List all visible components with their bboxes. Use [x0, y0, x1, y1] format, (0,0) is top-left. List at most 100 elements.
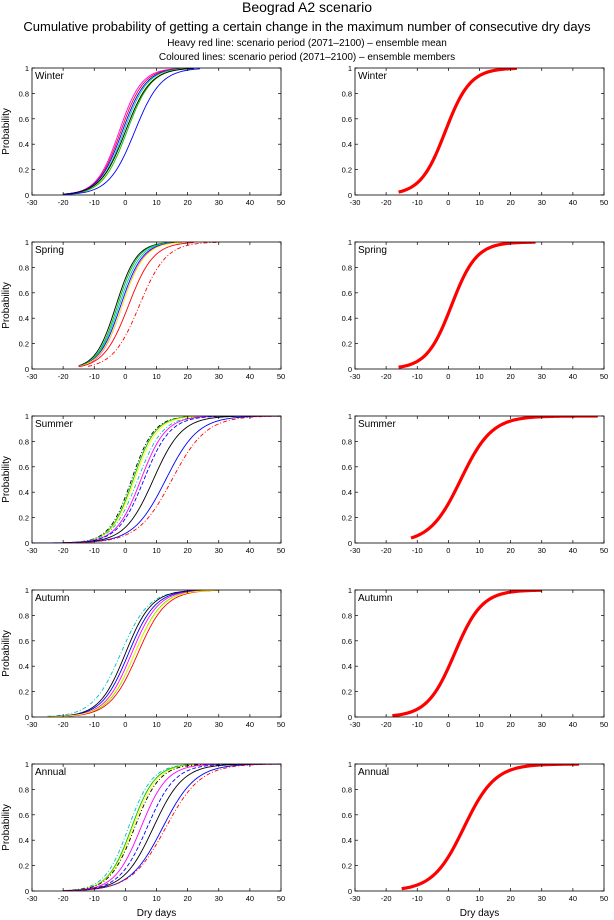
x-tick-label: 10 — [152, 894, 160, 903]
y-tick-label: 0.6 — [19, 115, 29, 124]
annual-member-line-5 — [63, 764, 257, 891]
y-tick-label: 0.6 — [342, 115, 352, 124]
chart-subtitle: Cumulative probability of getting a cert… — [23, 19, 591, 34]
y-tick-label: 0.4 — [19, 314, 29, 323]
season-label: Autumn — [35, 593, 69, 604]
x-tick-label: -30 — [350, 198, 361, 207]
y-tick-label: 0.8 — [19, 437, 29, 446]
y-tick-label: 1 — [348, 586, 352, 595]
x-tick-label: 40 — [246, 894, 254, 903]
x-tick-label: -30 — [350, 546, 361, 555]
winter-ensemble-mean-line — [398, 68, 517, 194]
y-tick-label: 0.2 — [19, 166, 29, 175]
y-tick-label: 1 — [348, 412, 352, 421]
y-tick-label: 0.2 — [342, 862, 352, 871]
x-tick-label: -30 — [27, 546, 38, 555]
y-tick-label: 0.6 — [342, 289, 352, 298]
y-tick-label: 0 — [348, 539, 352, 548]
autumn-ensemble-mean-line — [392, 590, 542, 717]
x-tick-label: 30 — [538, 546, 546, 555]
annual-member-line-1 — [63, 764, 250, 891]
spring-member-line-6 — [78, 242, 182, 367]
x-tick-label: 50 — [277, 894, 285, 903]
plot-frame — [354, 67, 605, 196]
summer-member-line-5 — [63, 416, 225, 543]
spring-member-line-3 — [78, 242, 182, 367]
y-tick-label: 0 — [25, 365, 29, 374]
x-tick-label: -10 — [412, 720, 423, 729]
x-tick-label: 30 — [538, 720, 546, 729]
x-tick-label: 20 — [506, 546, 514, 555]
legend-line-members: Coloured lines: scenario period (2071–21… — [158, 52, 456, 63]
x-tick-label: -30 — [27, 198, 38, 207]
x-tick-label: -20 — [381, 720, 392, 729]
x-tick-label: 40 — [569, 894, 577, 903]
winter-member-line-3 — [63, 68, 194, 195]
y-tick-label: 0.4 — [342, 314, 352, 323]
y-tick-label: 0.4 — [342, 140, 352, 149]
y-tick-label: 0.8 — [19, 263, 29, 272]
x-tick-label: 0 — [123, 372, 127, 381]
y-tick-label: 1 — [25, 64, 29, 73]
x-tick-label: 30 — [538, 372, 546, 381]
x-tick-label: 10 — [152, 720, 160, 729]
y-tick-label: 0.8 — [342, 611, 352, 620]
summer-member-line-7 — [63, 416, 250, 543]
y-tick-label: 0.6 — [342, 463, 352, 472]
y-axis-label: Probability — [1, 108, 12, 155]
spring-member-line-2 — [78, 242, 182, 367]
x-tick-label: 10 — [475, 372, 483, 381]
y-axis-label: Probability — [1, 630, 12, 677]
x-tick-label: -10 — [412, 894, 423, 903]
annual-member-line-7 — [63, 764, 275, 891]
chart-title: Beograd A2 scenario — [242, 0, 372, 15]
x-tick-label: 20 — [506, 372, 514, 381]
x-tick-label: -30 — [350, 372, 361, 381]
y-tick-label: 0.8 — [19, 89, 29, 98]
summer-ensemble-mean-line — [410, 416, 598, 540]
x-tick-label: 40 — [246, 720, 254, 729]
x-tick-label: -10 — [89, 720, 100, 729]
x-tick-label: 50 — [277, 720, 285, 729]
x-tick-label: -10 — [412, 546, 423, 555]
y-tick-label: 0.4 — [19, 662, 29, 671]
y-tick-label: 0.4 — [19, 836, 29, 845]
y-tick-label: 0 — [348, 887, 352, 896]
autumn-member-line-3 — [47, 590, 219, 717]
y-tick-label: 0.2 — [19, 514, 29, 523]
y-tick-label: 0.8 — [342, 785, 352, 794]
annual-member-line-8 — [63, 764, 281, 891]
x-tick-label: 30 — [215, 372, 223, 381]
x-tick-label: 0 — [123, 720, 127, 729]
y-tick-label: 0 — [348, 713, 352, 722]
x-tick-label: -30 — [27, 372, 38, 381]
season-label: Spring — [358, 245, 387, 256]
legend-line-mean: Heavy red line: scenario period (2071–21… — [167, 38, 447, 49]
y-tick-label: 0.8 — [342, 89, 352, 98]
autumn-member-line-7 — [47, 590, 219, 717]
spring-member-line-8 — [87, 242, 219, 367]
x-tick-label: 20 — [183, 546, 191, 555]
y-tick-label: 0 — [348, 191, 352, 200]
summer-member-line-9 — [63, 416, 281, 543]
x-tick-label: 40 — [569, 198, 577, 207]
plot-frame — [31, 67, 282, 196]
x-tick-label: 50 — [600, 198, 608, 207]
y-tick-label: 0.6 — [342, 637, 352, 646]
y-tick-label: 0.8 — [19, 611, 29, 620]
season-label: Winter — [35, 71, 65, 82]
x-tick-label: 0 — [446, 546, 450, 555]
y-tick-label: 0.4 — [342, 488, 352, 497]
season-label: Autumn — [358, 593, 392, 604]
x-tick-label: -30 — [350, 720, 361, 729]
autumn-member-line-5 — [47, 590, 219, 717]
x-tick-label: 0 — [446, 372, 450, 381]
y-axis-label: Probability — [1, 282, 12, 329]
y-tick-label: 1 — [25, 412, 29, 421]
x-tick-label: 10 — [475, 720, 483, 729]
x-tick-label: 30 — [538, 198, 546, 207]
annual-ensemble-mean-line — [401, 764, 580, 891]
y-tick-label: 0.4 — [342, 662, 352, 671]
x-tick-label: 40 — [246, 546, 254, 555]
plot-frame — [31, 241, 282, 370]
